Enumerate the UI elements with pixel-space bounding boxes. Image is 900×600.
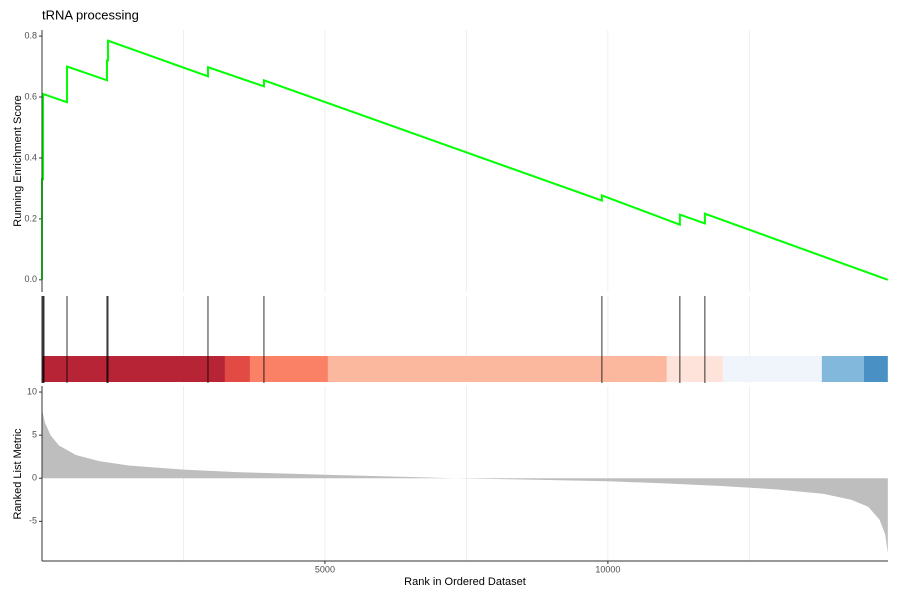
y-tick-label: 0.4 xyxy=(24,152,37,162)
x-tick-label: 10000 xyxy=(595,564,620,574)
rank-band xyxy=(224,356,250,382)
running-score-line xyxy=(41,39,889,281)
x-tick-label: 5000 xyxy=(315,564,335,574)
rank-band xyxy=(863,356,888,382)
y-tick-label: 0 xyxy=(32,473,37,483)
y-axis-label: Running Enrichment Score xyxy=(12,95,24,226)
rank-band xyxy=(327,356,667,382)
rank-band xyxy=(821,356,864,382)
y-tick-label: 0.0 xyxy=(24,274,37,284)
rank-band xyxy=(249,356,328,382)
rank-band xyxy=(42,356,225,382)
y-tick-label: 0.2 xyxy=(24,213,37,223)
rank-band xyxy=(722,356,822,382)
ranked-metric-area xyxy=(42,409,888,554)
rank-band xyxy=(666,356,723,382)
y-tick-label: 5 xyxy=(32,430,37,440)
y-tick-label: -5 xyxy=(29,516,37,526)
chart-title: tRNA processing xyxy=(42,7,139,22)
x-axis-label: Rank in Ordered Dataset xyxy=(404,576,526,588)
y-tick-label: 0.6 xyxy=(24,91,37,101)
y-tick-label: 10 xyxy=(27,386,37,396)
y-axis-label: Ranked List Metric xyxy=(12,428,24,520)
y-tick-label: 0.8 xyxy=(24,30,37,40)
